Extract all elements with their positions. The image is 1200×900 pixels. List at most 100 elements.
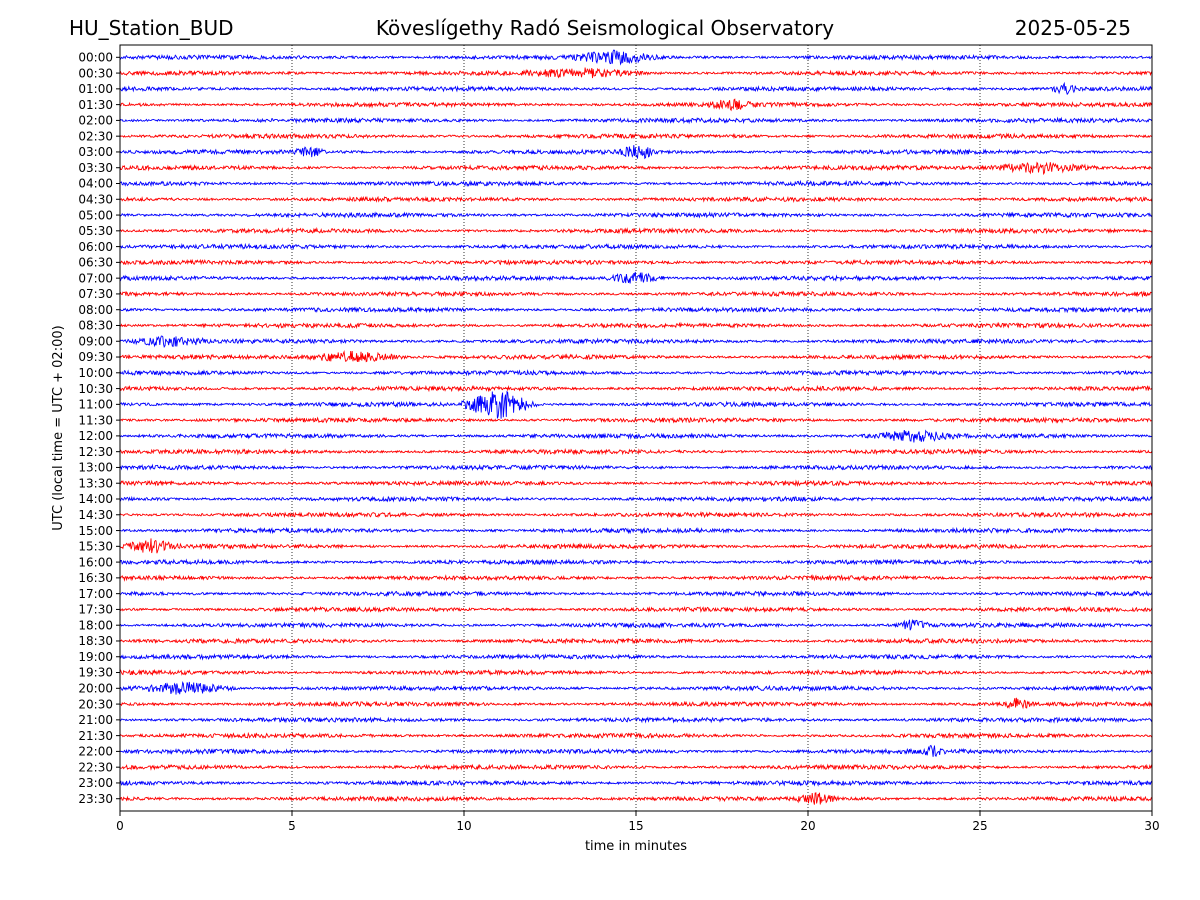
trace-0530 — [119, 226, 1153, 235]
x-tick-label: 5 — [288, 819, 296, 833]
y-tick-label: 09:30 — [78, 350, 113, 364]
trace-0300 — [119, 145, 1153, 160]
trace-2030 — [119, 697, 1153, 710]
trace-0830 — [120, 321, 1153, 330]
plot-frame — [119, 44, 1153, 812]
y-tick-label: 16:00 — [78, 555, 113, 569]
trace-0130 — [120, 98, 1153, 112]
trace-2330 — [119, 792, 1152, 805]
trace-1000 — [119, 369, 1153, 377]
y-tick-label: 16:30 — [78, 571, 113, 585]
y-tick-label: 08:30 — [78, 319, 113, 333]
trace-0730 — [119, 290, 1153, 298]
trace-1630 — [119, 574, 1153, 582]
y-tick-label: 03:00 — [78, 145, 113, 159]
trace-2200 — [119, 744, 1153, 758]
y-tick-label: 05:30 — [78, 224, 113, 238]
y-tick-label: 04:00 — [78, 177, 113, 191]
x-tick-label: 0 — [116, 819, 124, 833]
trace-0100 — [119, 81, 1153, 96]
trace-1900 — [119, 653, 1153, 661]
y-tick-label: 15:30 — [78, 540, 113, 554]
y-tick-label: 02:00 — [78, 114, 113, 128]
x-tick-label: 10 — [456, 819, 471, 833]
y-tick-label: 00:00 — [78, 51, 113, 65]
trace-0430 — [119, 195, 1153, 204]
x-tick-label: 25 — [972, 819, 987, 833]
trace-2130 — [119, 731, 1153, 740]
y-tick-label: 22:00 — [78, 745, 113, 759]
trace-1230 — [119, 447, 1153, 456]
y-tick-label: 00:30 — [78, 66, 113, 80]
trace-0330 — [119, 161, 1153, 176]
y-tick-label: 11:30 — [78, 413, 113, 427]
trace-1600 — [119, 558, 1153, 566]
y-tick-label: 22:30 — [78, 760, 113, 774]
x-axis-label: time in minutes — [585, 839, 687, 854]
y-tick-label: 06:00 — [78, 240, 113, 254]
trace-0200 — [119, 116, 1153, 125]
station-label: HU_Station_BUD — [69, 16, 234, 40]
x-tick-label: 15 — [628, 819, 643, 833]
y-tick-label: 21:00 — [78, 713, 113, 727]
y-tick-label: 07:30 — [78, 287, 113, 301]
trace-2100 — [119, 716, 1153, 724]
trace-1200 — [119, 429, 1153, 443]
y-tick-label: 11:00 — [78, 398, 113, 412]
seismic-traces — [119, 49, 1153, 805]
y-tick-label: 23:00 — [78, 776, 113, 790]
trace-0800 — [119, 306, 1153, 314]
y-tick-label: 05:00 — [78, 208, 113, 222]
x-tick-label: 20 — [800, 819, 815, 833]
trace-0030 — [119, 67, 1153, 79]
y-tick-label: 10:00 — [78, 366, 113, 380]
trace-0400 — [119, 179, 1153, 188]
trace-0930 — [119, 350, 1153, 363]
y-tick-label: 20:30 — [78, 697, 113, 711]
trace-1330 — [119, 479, 1153, 487]
trace-1830 — [119, 637, 1153, 645]
y-tick-label: 14:00 — [78, 492, 113, 506]
chart-title: Köveslígethy Radó Seismological Observat… — [376, 16, 834, 40]
trace-1100 — [119, 390, 1153, 419]
y-tick-label: 06:30 — [78, 256, 113, 270]
y-tick-label: 13:00 — [78, 461, 113, 475]
y-tick-label: 10:30 — [78, 382, 113, 396]
x-tick-label: 30 — [1144, 819, 1159, 833]
y-tick-label: 18:30 — [78, 634, 113, 648]
y-tick-label: 01:30 — [78, 98, 113, 112]
trace-0700 — [119, 271, 1153, 284]
y-tick-label: 20:00 — [78, 682, 113, 696]
trace-1300 — [119, 463, 1153, 471]
trace-1500 — [119, 526, 1153, 535]
y-tick-label: 21:30 — [78, 729, 113, 743]
trace-1400 — [119, 495, 1153, 503]
y-tick-label: 12:30 — [78, 445, 113, 459]
y-tick-label: 01:00 — [78, 82, 113, 96]
trace-1130 — [119, 416, 1153, 424]
trace-2230 — [119, 763, 1153, 771]
trace-0000 — [119, 49, 1153, 66]
y-tick-label: 17:00 — [78, 587, 113, 601]
trace-1800 — [119, 618, 1153, 631]
y-tick-label: 12:00 — [78, 429, 113, 443]
y-tick-label: 13:30 — [78, 476, 113, 490]
x-axis-ticks: 0 5 10 15 20 25 30 — [116, 811, 1160, 833]
trace-0230 — [119, 132, 1153, 140]
y-tick-label: 03:30 — [78, 161, 113, 175]
y-tick-label: 04:30 — [78, 192, 113, 206]
trace-1930 — [119, 668, 1153, 677]
y-tick-label: 18:00 — [78, 618, 113, 632]
trace-0600 — [119, 242, 1153, 251]
trace-0900 — [119, 335, 1153, 349]
y-tick-label: 15:00 — [78, 524, 113, 538]
trace-2000 — [119, 680, 1153, 695]
date-label: 2025-05-25 — [1015, 16, 1131, 40]
trace-0630 — [119, 258, 1153, 266]
y-tick-label: 07:00 — [78, 271, 113, 285]
y-axis-label: UTC (local time = UTC + 02:00) — [51, 325, 66, 530]
y-tick-label: 19:00 — [78, 650, 113, 664]
trace-1730 — [119, 605, 1153, 614]
